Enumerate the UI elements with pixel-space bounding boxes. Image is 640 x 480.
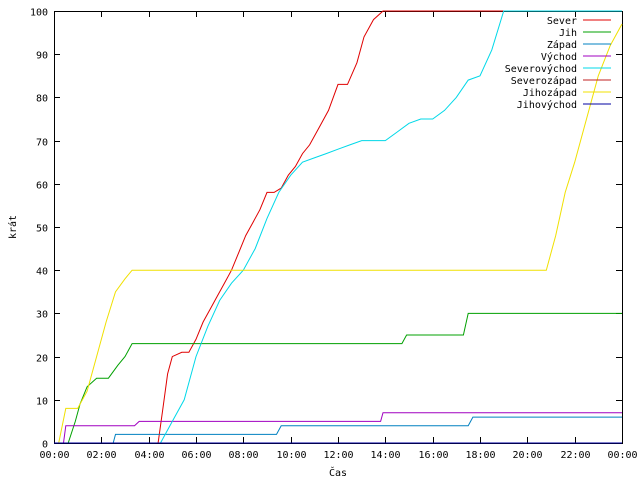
y-axis-title: krát <box>7 215 19 239</box>
y-tick-label: 0 <box>42 440 48 451</box>
legend-label: Jih <box>559 28 577 39</box>
x-tick-label: 22:00 <box>560 450 590 461</box>
legend-label: Východ <box>541 51 577 63</box>
y-tick-label: 80 <box>36 94 48 105</box>
y-tick-label: 60 <box>36 181 48 192</box>
legend-label: Západ <box>547 39 577 51</box>
series-line-1 <box>54 312 622 444</box>
x-tick-label: 18:00 <box>465 450 495 461</box>
y-tick-label: 10 <box>36 397 48 408</box>
legend-label: Jihovýchod <box>517 99 577 111</box>
x-tick-label: 14:00 <box>370 450 400 461</box>
x-tick-label: 16:00 <box>418 450 448 461</box>
y-tick-label: 20 <box>36 354 48 365</box>
x-tick-label: 00:00 <box>39 450 69 461</box>
x-tick-label: 20:00 <box>512 450 542 461</box>
series-lines <box>54 10 623 444</box>
x-tick-label: 10:00 <box>276 450 306 461</box>
x-tick-label: 00:00 <box>607 450 637 461</box>
series-line-2 <box>54 416 622 444</box>
y-tick-label: 50 <box>36 224 48 235</box>
x-tick-label: 12:00 <box>323 450 353 461</box>
legend-label: Sever <box>547 16 577 27</box>
legend-label: Severovýchod <box>505 63 577 75</box>
legend: SeverJihZápadVýchodSeverovýchodSeverozáp… <box>505 16 611 111</box>
series-line-4 <box>54 10 622 444</box>
series-line-0 <box>54 10 622 444</box>
x-tick-label: 06:00 <box>181 450 211 461</box>
x-tick-label: 08:00 <box>228 450 258 461</box>
series-line-3 <box>54 412 622 444</box>
x-tick-label: 04:00 <box>134 450 164 461</box>
x-tick-label: 02:00 <box>86 450 116 461</box>
legend-label: Severozápad <box>511 75 577 87</box>
y-tick-label: 100 <box>30 8 48 19</box>
axis-ticks: 0 10 20 30 40 50 60 70 80 90 100 00:00 02:00 04:00 06:… <box>30 8 638 462</box>
x-axis-title: Čas <box>329 466 347 479</box>
series-line-6 <box>54 23 623 444</box>
y-tick-label: 40 <box>36 267 48 278</box>
y-tick-label: 90 <box>36 51 48 62</box>
legend-label: Jihozápad <box>523 87 577 99</box>
y-tick-label: 70 <box>36 138 48 149</box>
y-tick-label: 30 <box>36 310 48 321</box>
